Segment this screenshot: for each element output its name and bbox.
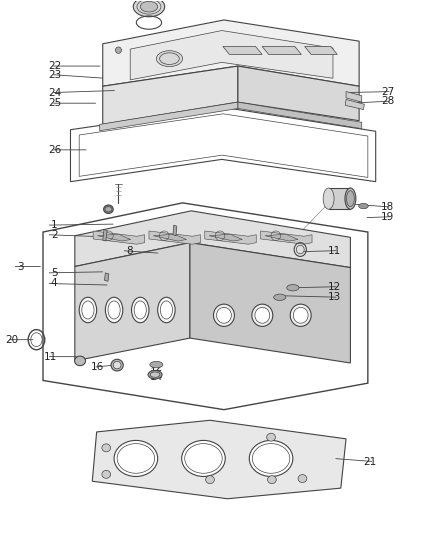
- Ellipse shape: [105, 297, 123, 322]
- Polygon shape: [328, 188, 350, 209]
- Ellipse shape: [266, 433, 275, 441]
- Polygon shape: [153, 234, 186, 241]
- Ellipse shape: [105, 207, 112, 212]
- Ellipse shape: [113, 361, 121, 369]
- Ellipse shape: [102, 470, 110, 478]
- Ellipse shape: [103, 205, 113, 214]
- Ellipse shape: [249, 440, 292, 477]
- Text: 16: 16: [91, 362, 104, 372]
- Ellipse shape: [114, 440, 157, 477]
- Ellipse shape: [346, 191, 353, 207]
- Text: 25: 25: [48, 98, 62, 108]
- Polygon shape: [148, 231, 200, 244]
- Text: 28: 28: [380, 96, 393, 106]
- Ellipse shape: [148, 370, 162, 379]
- Ellipse shape: [140, 2, 157, 12]
- Text: 24: 24: [48, 87, 62, 98]
- Text: 20: 20: [5, 335, 18, 345]
- Ellipse shape: [149, 361, 162, 368]
- Text: 14: 14: [149, 372, 162, 382]
- Ellipse shape: [290, 304, 311, 326]
- Ellipse shape: [108, 301, 120, 319]
- Ellipse shape: [157, 297, 175, 322]
- Polygon shape: [99, 102, 237, 131]
- Polygon shape: [237, 102, 361, 128]
- Text: 5: 5: [51, 268, 57, 278]
- Ellipse shape: [286, 285, 298, 291]
- Polygon shape: [130, 30, 332, 80]
- Text: 27: 27: [380, 86, 393, 96]
- Polygon shape: [265, 234, 297, 241]
- Polygon shape: [173, 225, 177, 236]
- Text: 22: 22: [48, 61, 62, 71]
- Text: 13: 13: [327, 292, 340, 302]
- Text: 18: 18: [380, 202, 393, 212]
- Polygon shape: [344, 100, 364, 110]
- Polygon shape: [190, 243, 350, 363]
- Text: 19: 19: [380, 212, 393, 222]
- Ellipse shape: [297, 474, 306, 482]
- Ellipse shape: [293, 308, 307, 323]
- Polygon shape: [260, 231, 311, 244]
- Polygon shape: [102, 20, 358, 86]
- Polygon shape: [208, 234, 242, 241]
- Ellipse shape: [81, 301, 94, 319]
- Text: 11: 11: [44, 352, 57, 361]
- Text: 12: 12: [327, 281, 340, 292]
- Ellipse shape: [216, 308, 231, 323]
- Ellipse shape: [134, 301, 146, 319]
- Polygon shape: [104, 273, 109, 281]
- Text: 3: 3: [17, 262, 23, 271]
- Polygon shape: [74, 211, 350, 268]
- Ellipse shape: [102, 444, 110, 452]
- Ellipse shape: [115, 47, 121, 53]
- Ellipse shape: [344, 188, 355, 209]
- Ellipse shape: [358, 204, 367, 209]
- Text: 26: 26: [48, 145, 62, 155]
- Ellipse shape: [322, 188, 333, 209]
- Polygon shape: [261, 46, 300, 54]
- Text: 2: 2: [51, 230, 57, 240]
- Ellipse shape: [150, 372, 159, 377]
- Text: 23: 23: [48, 70, 62, 79]
- Polygon shape: [223, 46, 261, 54]
- Ellipse shape: [79, 297, 96, 322]
- Text: 11: 11: [327, 246, 340, 256]
- Text: 1: 1: [51, 220, 57, 230]
- Polygon shape: [93, 231, 144, 244]
- Text: 4: 4: [51, 278, 57, 288]
- Text: 21: 21: [363, 457, 376, 466]
- Ellipse shape: [267, 475, 276, 483]
- Polygon shape: [345, 92, 361, 102]
- Polygon shape: [92, 420, 345, 499]
- Polygon shape: [204, 231, 256, 244]
- Text: 8: 8: [125, 246, 132, 256]
- Ellipse shape: [254, 308, 269, 323]
- Ellipse shape: [205, 475, 214, 483]
- Ellipse shape: [251, 304, 272, 326]
- Ellipse shape: [160, 301, 172, 319]
- Polygon shape: [102, 229, 107, 241]
- Polygon shape: [237, 66, 358, 120]
- Polygon shape: [102, 66, 237, 124]
- Ellipse shape: [131, 297, 148, 322]
- Text: 12: 12: [149, 364, 162, 373]
- Polygon shape: [304, 46, 336, 54]
- Ellipse shape: [133, 0, 164, 17]
- Ellipse shape: [213, 304, 234, 326]
- Ellipse shape: [156, 51, 182, 67]
- Ellipse shape: [181, 440, 225, 477]
- Ellipse shape: [111, 359, 123, 371]
- Polygon shape: [74, 243, 190, 361]
- Ellipse shape: [273, 294, 285, 301]
- Ellipse shape: [74, 356, 85, 366]
- Polygon shape: [97, 234, 131, 241]
